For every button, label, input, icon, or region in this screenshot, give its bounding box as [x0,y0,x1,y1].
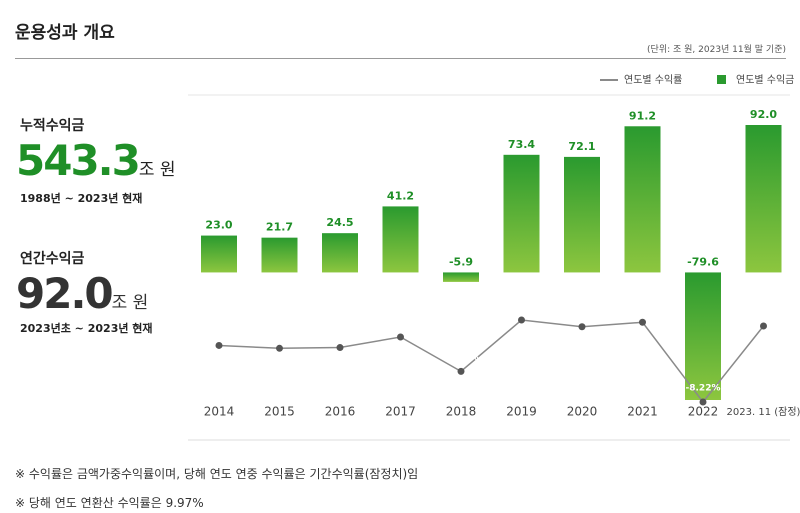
bar [685,272,721,400]
bar-label: 41.2 [387,189,414,202]
x-tick-label: 2021 [627,405,658,419]
bar [745,125,782,273]
bar-label: -79.6 [687,255,719,268]
x-tick-label: 2020 [567,405,598,419]
rate-line [218,319,765,404]
bar [261,237,298,273]
bar [443,272,479,282]
rate-label: 5.25% [203,327,234,337]
bar-label: 21.7 [266,221,293,234]
rate-point [276,344,283,352]
unit: 조 원 [111,293,149,313]
x-tick-label: 2018 [446,405,477,419]
divider [15,58,786,59]
x-tick-label: 2015 [264,405,295,419]
legend-label: 연도별 수익률 [624,74,682,86]
title: 운용성과 개요 [15,23,115,43]
rate-point [457,367,465,375]
x-tick-label: 2019 [506,405,537,419]
rate-label: 4.75% [324,329,355,339]
rate-point [639,318,646,326]
value: 92.0 [16,269,114,318]
rate-label: 10.77% [624,304,662,314]
rate-label: 11.31% [503,302,541,312]
bar-label: 91.2 [629,109,656,122]
bar [382,206,419,273]
rate-point [578,323,586,331]
note: ※ 수익률은 금액가중수익률이며, 당해 연도 연중 수익률은 기간수익률(잠정… [15,467,419,481]
legend-label: 연도별 수익금 [736,74,794,86]
legend-swatch [717,75,726,84]
bar-label: -5.9 [449,255,473,268]
x-tick-label: 2023. 11 (잠정) [727,406,800,418]
note: ※ 당해 연도 연환산 수익률은 9.97% [15,496,204,510]
bar-label: 24.5 [326,216,353,229]
rate-point [215,341,223,349]
rate-point [760,322,767,330]
bar [564,156,600,273]
x-tick-label: 2016 [325,405,356,419]
x-tick-label: 2022 [688,405,719,419]
chart: 23.0 21.7 24.5 41.2 -5.9 73.4 72.1 91.2 -79.6 92.… [188,74,800,441]
bar [322,233,358,273]
bar [503,154,540,273]
summary-value: 543.3조 원 [16,136,176,185]
unit: 조 원 [138,160,176,180]
rate-label: 4.57% [264,330,295,340]
summary-label: 연간수익금 [20,251,85,267]
bar-label: 72.1 [568,140,595,153]
bar-label: 73.4 [508,138,535,151]
rate-label: -0.92% [444,353,479,363]
bar-label: 23.0 [205,219,232,232]
rate-label: -8.22% [686,384,721,394]
x-tick-label: 2014 [204,405,235,419]
bar [201,235,237,273]
summary-period: 1988년 ~ 2023년 현재 [20,192,143,205]
value: 543.3 [16,136,141,185]
x-tick-label: 2017 [385,405,416,419]
rate-label: 9.88% [748,308,779,318]
rate-point [336,344,344,352]
rate-label: 7.26% [385,319,416,329]
bar-label: 92.0 [750,108,777,121]
rate-point [397,333,404,341]
unit-note: (단위: 조 원, 2023년 11월 말 기준) [647,45,786,55]
summary-period: 2023년초 ~ 2023년 현재 [20,322,153,335]
bar [624,126,661,273]
rate-point [699,398,707,406]
rate-label: 9.70% [566,308,597,318]
summary-label: 누적수익금 [20,118,85,134]
summary-value: 92.0조 원 [16,269,148,318]
rate-point [518,316,525,324]
